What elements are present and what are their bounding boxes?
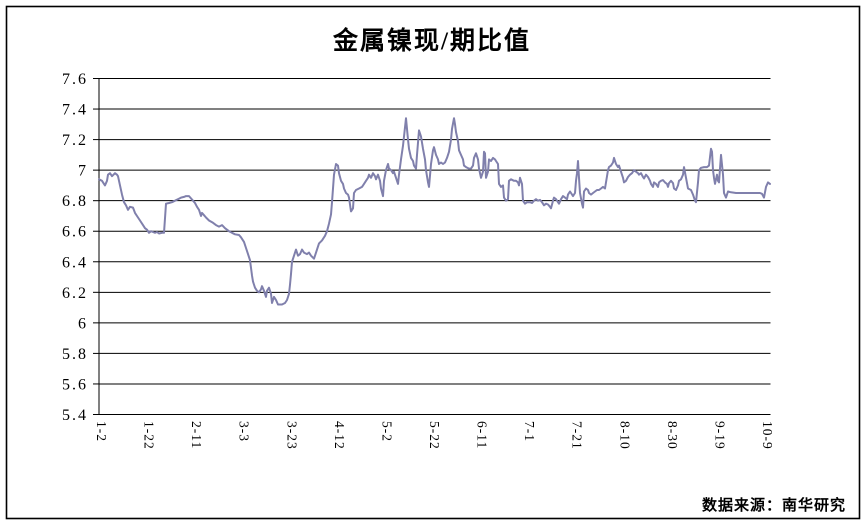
x-tick-label: 7-21: [570, 421, 585, 450]
y-tick-label: 5.8: [62, 346, 88, 363]
y-axis-labels: 7.6 7.4 7.2 7 6.8 6.6 6.4 6.2 6 5.8 5.6 5.4: [62, 71, 88, 424]
x-tick-label: 7-1: [522, 421, 537, 442]
y-tick-label: 7.6: [62, 71, 88, 88]
y-tick-label: 7.4: [62, 102, 88, 119]
x-tick-label: 2-11: [189, 421, 204, 449]
y-tick-label: 5.6: [62, 376, 88, 393]
x-tick-label: 5-2: [379, 421, 394, 442]
x-tick-label: 6-11: [475, 421, 490, 449]
x-tick-label: 4-12: [332, 421, 347, 450]
x-tick-label: 5-22: [427, 421, 442, 450]
x-axis-labels: 1-2 1-22 2-11 3-3 3-23 4-12 5-2 5-22 6-11 7-1 7-21…: [94, 421, 775, 450]
y-tick-label: 6: [78, 315, 88, 332]
ratio-line-series: [98, 117, 771, 306]
x-tick-label: 3-23: [284, 421, 299, 450]
y-tick-label: 5.4: [62, 407, 88, 424]
x-tick-label: 10-9: [760, 421, 775, 450]
chart-title: 金属镍现/期比值: [332, 26, 531, 55]
x-tick-label: 9-19: [712, 421, 727, 450]
series-layer: [98, 117, 771, 306]
x-tick-label: 8-10: [617, 421, 632, 450]
y-tick-label: 6.4: [62, 254, 88, 271]
axes: [93, 78, 100, 415]
y-tick-label: 7: [78, 163, 88, 180]
y-tick-label: 7.2: [62, 132, 88, 149]
y-tick-label: 6.8: [62, 193, 88, 210]
x-tick-label: 8-30: [665, 421, 680, 450]
chart-border: [5, 5, 861, 520]
x-tick-label: 1-2: [94, 421, 109, 442]
source-note: 数据来源：南华研究: [702, 496, 846, 514]
y-tick-label: 6.2: [62, 285, 88, 302]
y-tick-label: 6.6: [62, 224, 88, 241]
x-tick-label: 3-3: [237, 421, 252, 442]
x-tick-label: 1-22: [142, 421, 157, 450]
gridlines: [99, 78, 771, 415]
